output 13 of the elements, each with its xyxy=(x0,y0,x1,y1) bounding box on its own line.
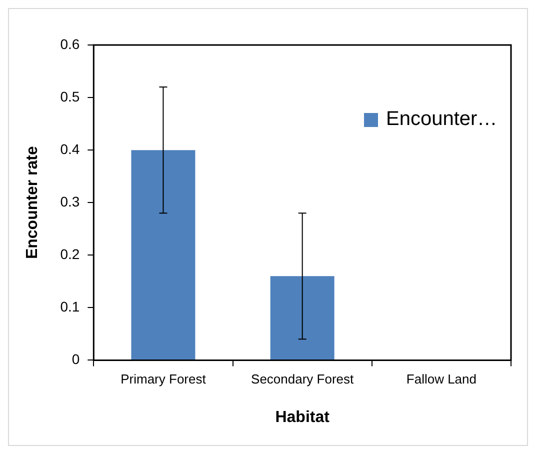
y-tick-label: 0 xyxy=(72,351,80,368)
y-tick-label: 0.5 xyxy=(60,88,80,104)
x-tick-label: Fallow Land xyxy=(406,372,476,387)
y-tick-label: 0.3 xyxy=(60,193,80,210)
legend-label: Encounter… xyxy=(386,108,498,132)
x-tick-label: Primary Forest xyxy=(120,372,206,387)
y-tick-label: 0.4 xyxy=(60,140,80,157)
y-tick-label: 0.6 xyxy=(60,36,80,52)
x-axis-title: Habitat xyxy=(275,408,330,426)
y-tick-label: 0.2 xyxy=(60,246,80,262)
x-tick-label: Secondary Forest xyxy=(251,372,354,387)
y-tick-label: 0.1 xyxy=(60,298,80,315)
y-axis-title: Encounter rate xyxy=(24,146,42,260)
